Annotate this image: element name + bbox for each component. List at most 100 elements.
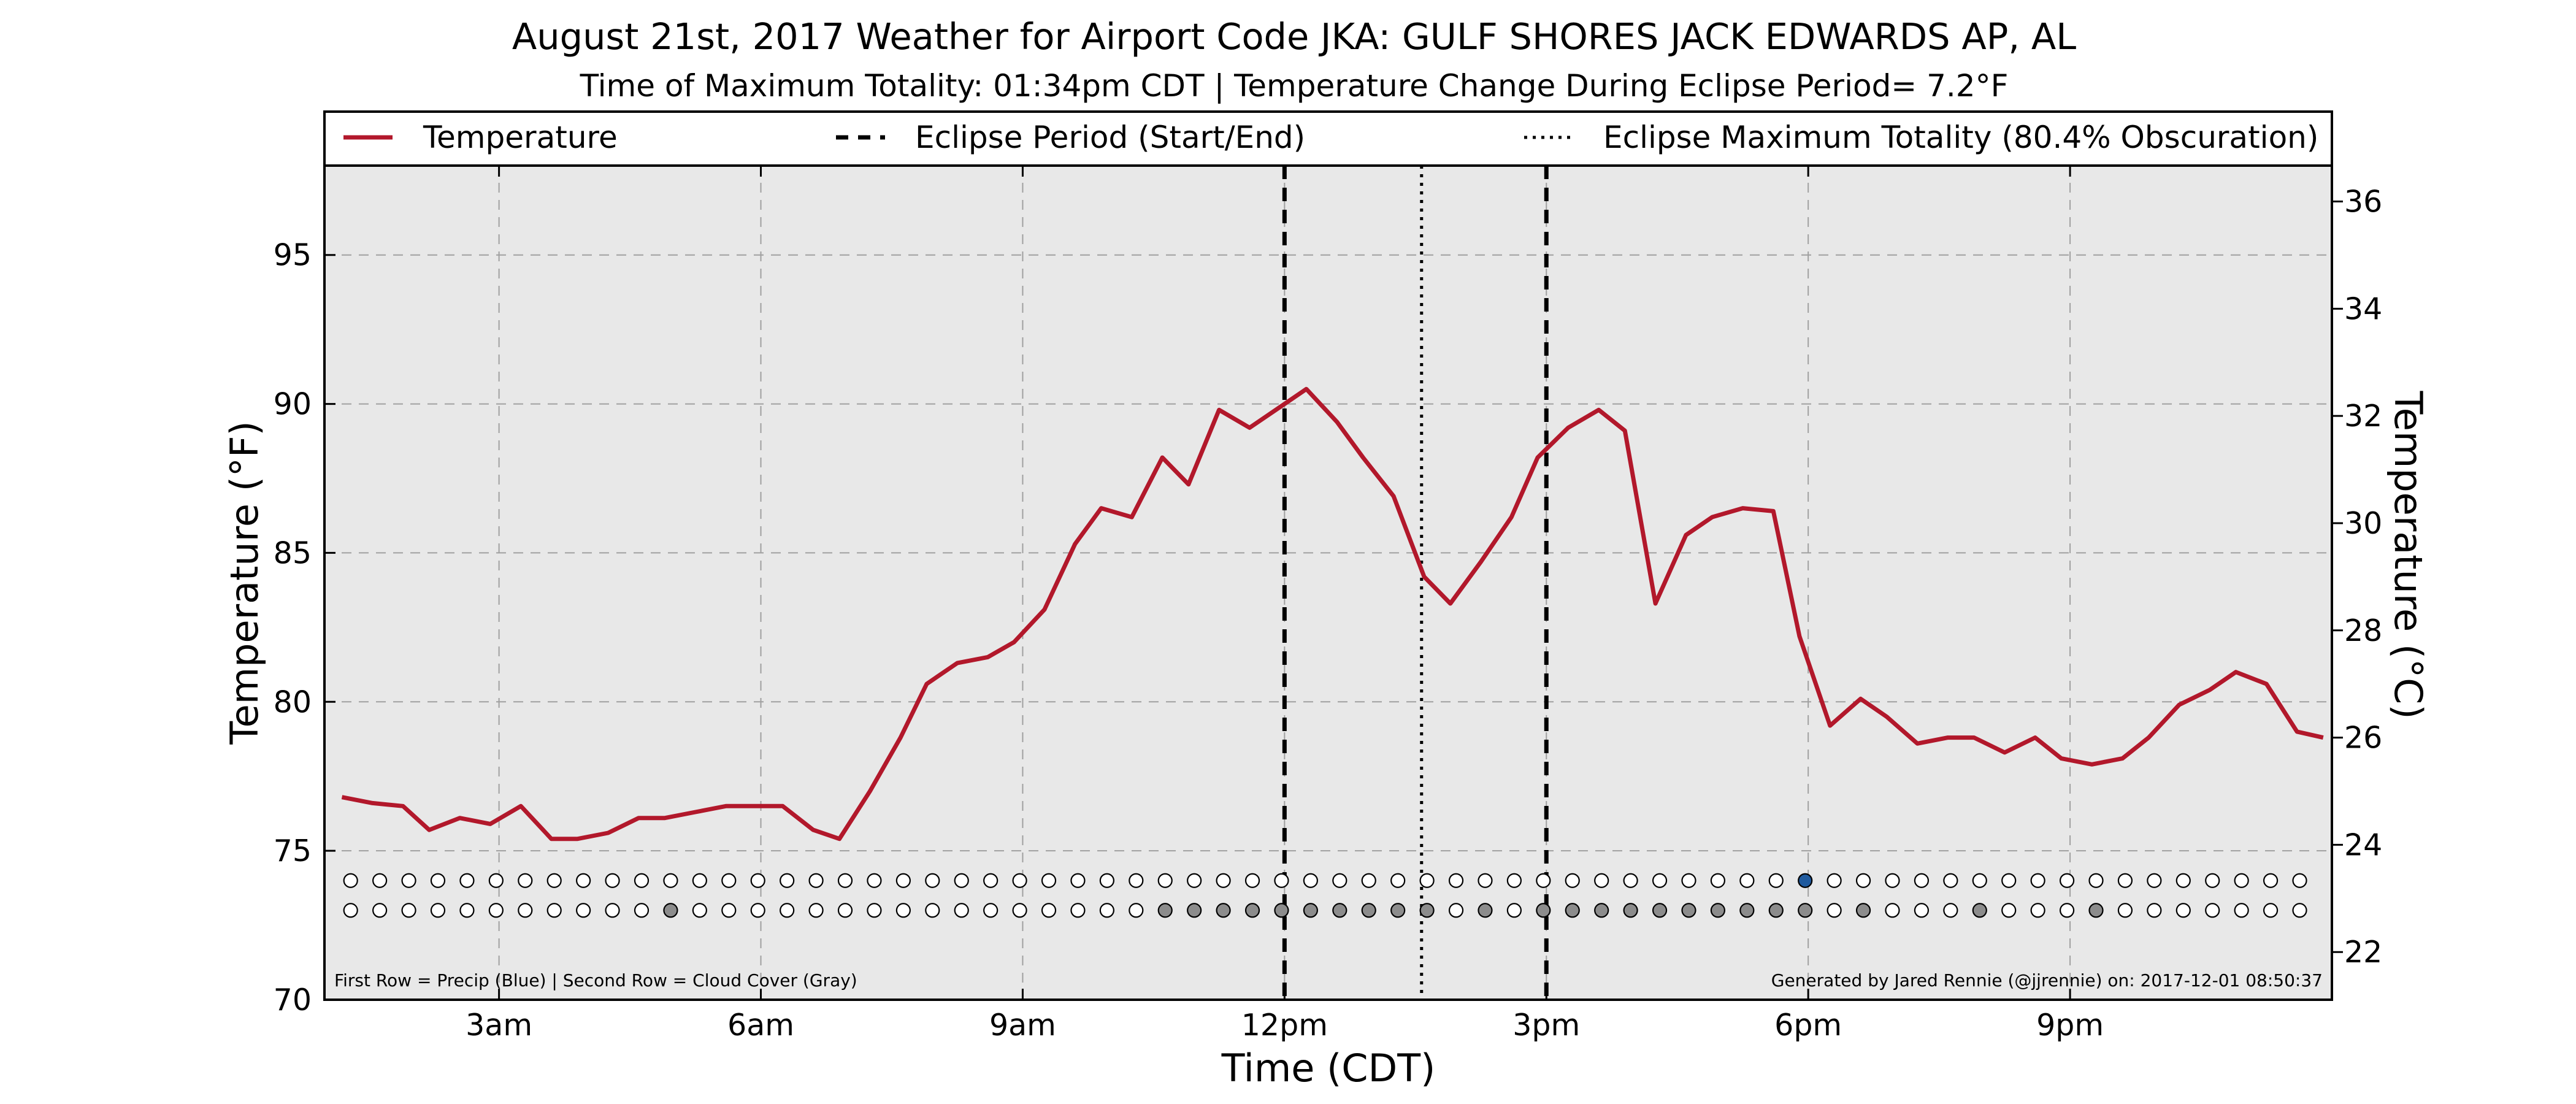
precip-marker [1244,873,1260,888]
y-axis-label-right: Temperature (°C) [2386,390,2431,719]
cloud-marker [1594,903,1609,918]
precip-marker [1390,873,1406,888]
cloud-marker [1187,903,1202,918]
precip-marker [925,873,940,888]
series-layer [341,386,2324,841]
chart-title: August 21st, 2017 Weather for Airport Co… [512,15,2076,58]
cloud-marker [925,903,940,918]
cloud-marker [430,903,446,918]
cloud-marker [1972,903,1987,918]
precip-marker [2059,873,2075,888]
cloud-marker [837,903,853,918]
precip-marker [808,873,824,888]
precip-marker [1798,873,1813,888]
precip-marker [488,873,504,888]
precip-marker [1419,873,1435,888]
y-tick-label: 70 [274,983,312,1018]
precip-marker [721,873,737,888]
cloud-marker [1303,903,1318,918]
precip-marker [1768,873,1784,888]
cloud-marker [663,903,678,918]
cloud-marker [2059,903,2075,918]
cloud-precip-markers [343,873,2307,918]
cloud-marker [1798,903,1813,918]
precip-marker [983,873,999,888]
y-tick-label-right: 34 [2344,291,2382,326]
cloud-marker [1478,903,1493,918]
precip-marker [1855,873,1871,888]
precip-marker [1652,873,1668,888]
precip-marker [750,873,765,888]
grid-lines [324,166,2332,1000]
precip-marker [1274,873,1289,888]
precip-marker [1157,873,1173,888]
precip-marker [1739,873,1755,888]
cloud-marker [634,903,650,918]
cloud-marker [2263,903,2279,918]
y-tick-label-right: 32 [2344,399,2382,434]
cloud-marker [518,903,533,918]
precip-marker [954,873,969,888]
cloud-marker [1361,903,1376,918]
cloud-marker [1448,903,1464,918]
precip-marker [1012,873,1027,888]
cloud-marker [721,903,737,918]
precip-marker [605,873,620,888]
cloud-marker [750,903,765,918]
precip-marker [372,873,388,888]
cloud-marker [2147,903,2162,918]
y-tick-label: 75 [274,834,312,868]
cloud-marker [1885,903,1900,918]
cloud-marker [1652,903,1668,918]
precip-marker [1448,873,1464,888]
precip-marker [1332,873,1347,888]
x-tick-label: 9am [989,1008,1056,1043]
cloud-marker [1070,903,1086,918]
precip-marker [1565,873,1580,888]
precip-marker [2292,873,2307,888]
y-axis-label: Temperature (°F) [222,421,267,745]
cloud-marker [488,903,504,918]
precip-marker [1041,873,1057,888]
x-axis-label: Time (CDT) [1221,1046,1436,1091]
y-tick-label: 90 [274,387,312,422]
precip-marker [1943,873,1958,888]
cloud-marker [1244,903,1260,918]
cloud-marker [1041,903,1057,918]
precip-marker [837,873,853,888]
cloud-marker [1536,903,1551,918]
precip-marker [1914,873,1930,888]
precip-marker [780,873,795,888]
precip-marker [1710,873,1726,888]
cloud-marker [1565,903,1580,918]
cloud-marker [2205,903,2220,918]
legend-label-eclipse-period: Eclipse Period (Start/End) [915,120,1305,155]
precip-marker [518,873,533,888]
precip-marker [430,873,446,888]
precip-marker [2205,873,2220,888]
precip-marker [692,873,707,888]
cloud-marker [867,903,882,918]
precip-marker [634,873,650,888]
precip-marker [1536,873,1551,888]
y-tick-label-right: 22 [2344,935,2382,970]
cloud-marker [576,903,591,918]
cloud-marker [1855,903,1871,918]
cloud-marker [2001,903,2017,918]
precip-marker [1478,873,1493,888]
precip-marker [895,873,911,888]
cloud-marker [343,903,358,918]
cloud-marker [605,903,620,918]
cloud-marker [1739,903,1755,918]
precip-marker [2147,873,2162,888]
precip-marker [1129,873,1144,888]
precip-marker [1681,873,1696,888]
precip-marker [1361,873,1376,888]
precip-marker [343,873,358,888]
precip-marker [1070,873,1086,888]
precip-marker [867,873,882,888]
cloud-marker [692,903,707,918]
precip-marker [1623,873,1638,888]
cloud-marker [1710,903,1726,918]
legend-box [323,110,2333,167]
